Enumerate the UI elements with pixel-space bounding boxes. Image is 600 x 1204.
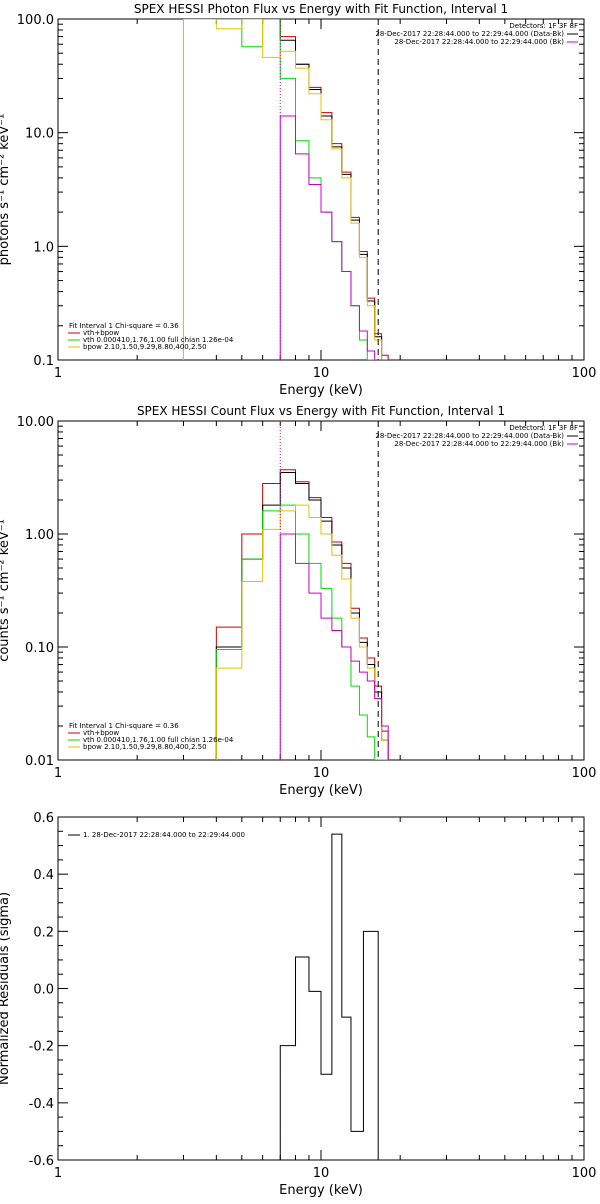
y-tick-label: -0.6 [29,1154,54,1169]
axes-frame [57,816,585,1161]
series-group [215,469,389,760]
y-tick-label: -0.4 [29,1097,54,1112]
x-axis-ticks [57,817,585,1160]
x-tick-label: 10 [313,766,330,781]
info-line-bk: 28-Dec-2017 22:28:44.000 to 22:29:44.000… [394,440,564,448]
legend-header: Fit Interval 1 Chi-square = 0.36 [69,722,179,730]
series-4-line [182,19,389,360]
info-detectors: Detectors: 1F 3F 8F [509,424,578,432]
y-tick-label: 0.0 [33,983,54,998]
series-5-line [279,115,389,360]
panel-2: SPEX HESSI Count Flux vs Energy with Fit… [0,404,596,798]
series-1-line [182,19,389,360]
legend-entry: vth+bpow [83,729,119,737]
y-tick-label: 0.6 [33,811,54,826]
x-axis-label: Energy (keV) [279,1183,363,1198]
y-tick-label: -0.2 [29,1040,54,1055]
panel-1: SPEX HESSI Photon Flux vs Energy with Fi… [0,2,596,398]
y-axis-ticks [58,23,584,361]
chart-title: SPEX HESSI Photon Flux vs Energy with Fi… [134,2,508,16]
series-5-line [279,533,389,760]
series-group [182,19,389,360]
x-axis-ticks [57,421,585,760]
x-tick-label: 100 [572,766,597,781]
legend-header: Fit Interval 1 Chi-square = 0.36 [69,322,179,330]
y-axis-label: counts s⁻¹ cm⁻² keV⁻¹ [0,519,12,662]
info-line-data: 28-Dec-2017 22:28:44.000 to 22:29:44.000… [375,30,564,38]
axes-frame [57,420,585,761]
series-3-line [182,19,389,360]
x-tick-label: 10 [313,366,330,381]
x-tick-label: 10 [313,1166,330,1181]
legend-entry: bpow 2.10,1.50,9.29,8.80,400,2.50 [83,343,207,351]
chart-title: SPEX HESSI Count Flux vs Energy with Fit… [137,404,505,418]
y-tick-label: 1.00 [25,528,54,543]
y-tick-label: 1.0 [33,240,54,255]
legend-entry: 1. 28-Dec-2017 22:28:44.000 to 22:29:44.… [83,831,245,839]
series-2-line [182,19,389,360]
y-tick-label: 0.1 [33,354,54,369]
y-tick-label: 0.10 [25,641,54,656]
info-line-bk: 28-Dec-2017 22:28:44.000 to 22:29:44.000… [394,38,564,46]
y-axis-ticks [58,425,584,761]
y-tick-label: 100.0 [17,13,54,28]
y-tick-label: 10.0 [25,127,54,142]
series-group [279,833,379,1160]
y-tick-label: 0.4 [33,868,54,883]
y-axis-label: photons s⁻¹ cm⁻² keV⁻¹ [0,114,12,266]
x-axis-label: Energy (keV) [279,383,363,398]
y-tick-label: 10.00 [17,415,54,430]
panel-3: 1 10 100 -0.6 -0.4 -0.2 0.0 0.2 0.4 0.6 Energy (ke… [0,811,596,1198]
x-tick-label: 1 [54,1166,62,1181]
legend-entry: vth+bpow [83,329,119,337]
y-tick-label: 0.01 [25,754,54,769]
x-tick-label: 100 [572,366,597,381]
x-tick-label: 1 [54,366,62,381]
x-tick-label: 1 [54,766,62,781]
series-4-line [215,504,389,760]
y-axis-label: Normalized Residuals (sigma) [0,892,12,1085]
x-tick-label: 100 [572,1166,597,1181]
x-axis-label: Energy (keV) [279,783,363,798]
series-1-line [279,833,379,1160]
info-line-data: 28-Dec-2017 22:28:44.000 to 22:29:44.000… [375,432,564,440]
legend-entry: vth 0.000410,1.76,1.00 full chian 1.26e-… [83,736,234,744]
y-tick-label: 0.2 [33,925,54,940]
y-axis-ticks [58,816,584,1161]
info-detectors: Detectors: 1F 3F 8F [509,22,578,30]
legend-entry: bpow 2.10,1.50,9.29,8.80,400,2.50 [83,743,207,751]
legend-entry: vth 0.000410,1.76,1.00 full chian 1.26e-… [83,336,234,344]
